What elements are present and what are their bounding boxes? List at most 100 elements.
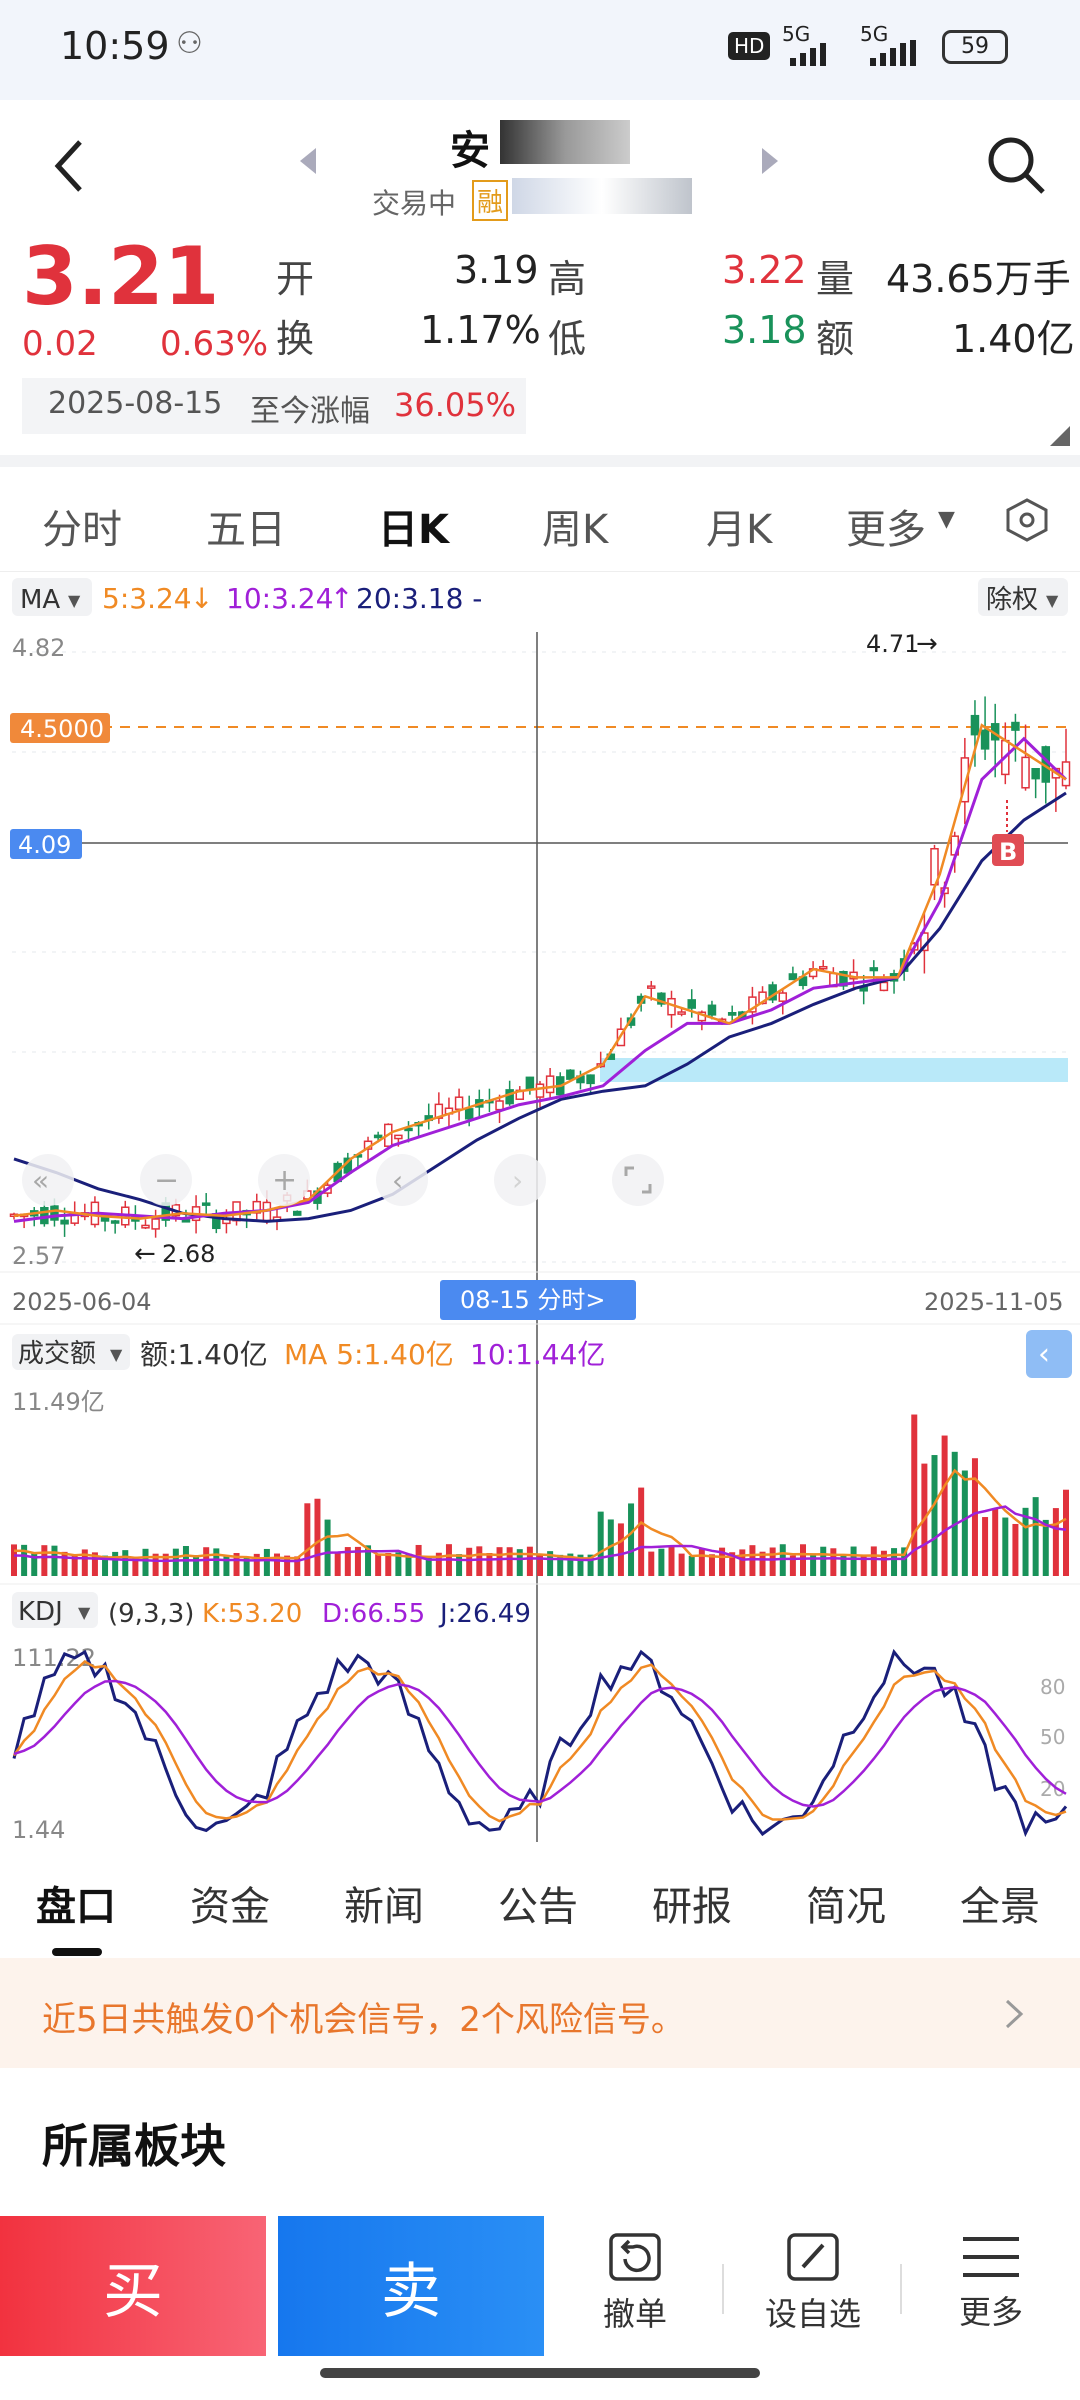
since-label: 至今涨幅 [250, 394, 370, 429]
kline-gridlines [12, 651, 1068, 1263]
alert-price-tag[interactable] [10, 713, 110, 743]
volume-dropdown-icon: ▼ [110, 1345, 123, 1364]
zoom-out-button[interactable] [140, 1154, 192, 1206]
volume-bar [719, 1547, 726, 1576]
adjust-selector[interactable] [978, 578, 1068, 616]
next-stock-icon[interactable] [758, 146, 782, 176]
buy-signal-marker[interactable] [992, 834, 1024, 866]
candle-body [201, 1202, 211, 1206]
since-value: 36.05% [394, 386, 517, 424]
last-price: 3.21 [22, 230, 220, 323]
alert-price-value: 4.5000 [20, 715, 104, 743]
buy-label: 买 [103, 2256, 163, 2327]
tab-orderbook[interactable]: 盘口 [36, 1884, 116, 1930]
candle-body [464, 1108, 474, 1120]
tab-monthly-k[interactable]: 月K [706, 507, 773, 553]
kdj-d-line [13, 1679, 1067, 1808]
kdj-dropdown-icon: ▼ [78, 1603, 91, 1622]
volume-bar [982, 1517, 989, 1576]
candle-body [495, 1100, 504, 1111]
tab-funds[interactable]: 资金 [190, 1884, 270, 1930]
crosshair-price-tag [10, 829, 82, 859]
signal-notice[interactable]: 近5日共触发0个机会信号，2个风险信号。 [0, 1958, 1080, 2068]
kdj-j-line [12, 1648, 1068, 1838]
tab-five-day[interactable]: 五日 [206, 507, 286, 553]
tab-panorama[interactable]: 全景 [960, 1884, 1040, 1930]
tab-daily-k[interactable]: 日K [378, 507, 449, 553]
since-date: 2025-08-15 [48, 386, 223, 421]
sell-button[interactable]: 卖 [278, 2216, 544, 2356]
volume-bar [506, 1547, 513, 1576]
cursor-date-button[interactable] [440, 1280, 636, 1320]
tab-research[interactable]: 研报 [652, 1884, 732, 1930]
period-tabs: 分时 五日 日K 周K 月K 更多 ▼ [0, 467, 1080, 572]
scroll-left-button[interactable] [376, 1154, 428, 1206]
collapse-panel-button[interactable] [1026, 1330, 1072, 1378]
tab-weekly-k[interactable]: 周K [542, 507, 609, 553]
candle-body [879, 981, 889, 992]
buy-button[interactable]: 买 [0, 2216, 266, 2356]
volume-bar [1002, 1517, 1009, 1576]
caret-down-icon: ▼ [938, 507, 955, 532]
search-icon[interactable] [985, 134, 1049, 198]
back-icon[interactable] [50, 136, 90, 196]
more-menu-button[interactable]: 更多 [916, 2208, 1066, 2358]
volume-bar [314, 1498, 321, 1576]
volume-bar [870, 1546, 877, 1576]
bottom-divider [722, 2264, 724, 2314]
app-notification-icon: ⚇ [176, 26, 203, 61]
candle-body [647, 985, 656, 989]
volume-selector[interactable] [12, 1334, 130, 1370]
prev-stock-icon[interactable] [296, 146, 320, 176]
volume-bar [41, 1545, 48, 1576]
volume-bar [162, 1553, 169, 1576]
volume-bar [172, 1548, 179, 1576]
volume-bar [739, 1549, 746, 1576]
kdj-selector-label: KDJ [18, 1597, 63, 1627]
volume-bar [21, 1544, 28, 1576]
expand-corner-icon[interactable] [1050, 426, 1070, 446]
volume-bar [486, 1552, 493, 1576]
volume-bar [1042, 1519, 1049, 1576]
candle-body [980, 729, 990, 750]
tab-more[interactable]: 更多 [846, 507, 926, 553]
tab-profile[interactable]: 简况 [806, 1884, 886, 1930]
volume-bar [971, 1458, 978, 1576]
tab-news[interactable]: 新闻 [344, 1884, 424, 1930]
volume-bar [122, 1550, 129, 1576]
settings-hexagon-icon[interactable] [1004, 497, 1050, 543]
volume-bar [708, 1554, 715, 1576]
volume-bar [476, 1546, 483, 1576]
volume-bar [830, 1548, 837, 1576]
scroll-right-button[interactable] [494, 1154, 546, 1206]
cancel-order-button[interactable]: 撤单 [560, 2208, 710, 2358]
ma20-legend: 20:3.18 - [356, 582, 482, 615]
candle-body [566, 1069, 575, 1080]
volume-bar [1063, 1489, 1069, 1576]
zoom-in-button[interactable] [258, 1154, 310, 1206]
kdj-selector[interactable] [12, 1592, 98, 1628]
volume-bar [911, 1414, 918, 1576]
candle-body [454, 1096, 464, 1111]
volume-bar [840, 1555, 847, 1576]
home-indicator [320, 2368, 760, 2378]
tab-announcements[interactable]: 公告 [498, 1884, 578, 1930]
plus-icon: + [272, 1163, 297, 1198]
volume-bar [284, 1555, 291, 1576]
scroll-start-button[interactable] [22, 1154, 74, 1206]
fullscreen-button[interactable] [612, 1154, 664, 1206]
add-watchlist-button[interactable]: 设自选 [738, 2208, 888, 2358]
volume-bar [688, 1555, 695, 1576]
kline-chart[interactable]: MA ▼ 5:3.24 ↓ 10:3.24 ↑ 20:3.18 - 除权 ▼ 4… [0, 572, 1080, 1852]
signal-1-icon [790, 43, 826, 66]
volume-bar [253, 1553, 260, 1576]
candle-body [788, 973, 798, 981]
candle-body [869, 967, 879, 972]
volume-bar [668, 1545, 675, 1576]
ma-selector[interactable] [12, 578, 92, 616]
tab-timeshare[interactable]: 分时 [42, 507, 122, 553]
kdj-level-50: 50 [1040, 1725, 1065, 1749]
volume-bar [152, 1553, 159, 1576]
volume-bar [81, 1549, 88, 1576]
candle-body [778, 992, 788, 1002]
